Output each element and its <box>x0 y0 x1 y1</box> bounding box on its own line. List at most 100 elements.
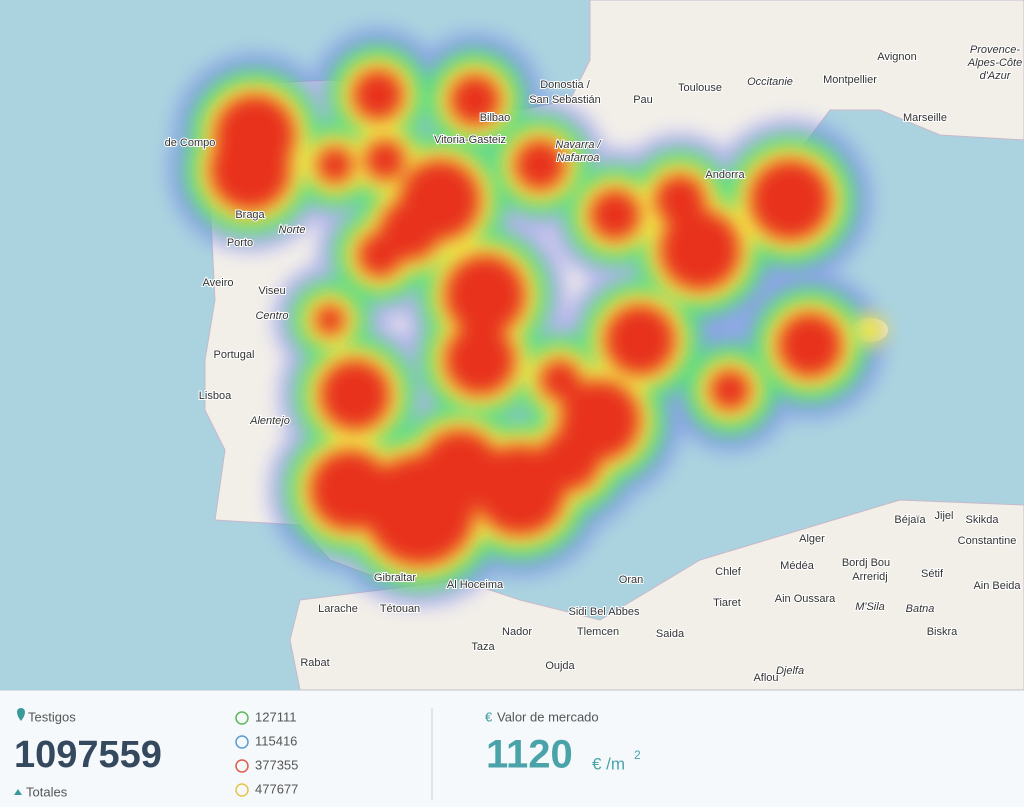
place-label: Taza <box>471 641 495 653</box>
place-label: Médéa <box>780 560 815 572</box>
place-label: Viseu <box>258 285 285 297</box>
place-label: Ain Oussara <box>775 593 836 605</box>
place-label: Porto <box>227 237 253 249</box>
place-label: Larache <box>318 603 358 615</box>
place-label: Oujda <box>545 660 575 672</box>
mood-icon <box>235 711 249 725</box>
place-label: Vitoria-Gasteiz <box>434 134 506 146</box>
heat-spot <box>450 75 500 125</box>
heat-spot <box>605 305 675 375</box>
breakdown-value: 115416 <box>255 733 297 748</box>
place-label: Nafarroa <box>557 152 600 164</box>
place-label: Tiaret <box>713 597 741 609</box>
place-label: Andorra <box>705 169 745 181</box>
heat-spot <box>320 360 390 430</box>
place-label: Occitanie <box>747 76 793 88</box>
place-label: Alpes-Côte <box>967 57 1022 69</box>
map-labels: Donostia / San Sebastián Pau Toulouse Occita… <box>164 43 1024 685</box>
place-label: Saida <box>656 628 685 640</box>
market-label: Valor de mercado <box>497 709 599 724</box>
place-label: Norte <box>279 224 306 236</box>
place-label: Alentejo <box>249 415 290 427</box>
place-label: Bilbao <box>480 112 511 124</box>
heat-spot <box>750 160 830 240</box>
heat-spot <box>660 210 740 290</box>
place-label: Sidi Bel Abbes <box>569 606 640 618</box>
stats-panel <box>0 690 1024 807</box>
breakdown-value: 477677 <box>255 781 298 796</box>
pin-icon <box>17 708 25 721</box>
place-label: Sétif <box>921 568 944 580</box>
place-label: Braga <box>235 209 265 221</box>
place-label: Alger <box>799 533 825 545</box>
heat-spot <box>515 140 565 190</box>
heat-spot <box>854 314 886 346</box>
place-label: Lisboa <box>199 390 232 402</box>
place-label: Toulouse <box>678 82 722 94</box>
place-label: Rabat <box>300 657 329 669</box>
place-label: Constantine <box>958 535 1017 547</box>
caret-icon <box>14 789 22 795</box>
heat-spot <box>778 313 842 377</box>
place-label: Marseille <box>903 112 947 124</box>
place-label: Al Hoceima <box>447 579 504 591</box>
place-label: Donostia / <box>540 79 590 91</box>
place-label: Chlef <box>715 566 742 578</box>
place-label: Jijel <box>935 510 954 522</box>
unit-power: 2 <box>634 748 641 762</box>
place-label: Avignon <box>877 51 917 63</box>
heat-spot <box>540 430 600 490</box>
place-label: Gibraltar <box>374 572 417 584</box>
place-label: Ain Beida <box>973 580 1021 592</box>
heat-spot <box>380 200 440 260</box>
unit: € /m <box>592 754 625 773</box>
place-label: Montpellier <box>823 74 877 86</box>
place-label: Bordj Bou <box>842 557 890 569</box>
mood-icon <box>235 759 249 773</box>
heat-spot <box>655 175 705 225</box>
heatmap <box>168 28 886 607</box>
place-label: Batna <box>906 603 935 615</box>
place-label: Portugal <box>214 349 255 361</box>
place-label: Centro <box>255 310 288 322</box>
mood-icon <box>235 735 249 749</box>
heat-spot <box>210 130 290 210</box>
breakdown-value: 377355 <box>255 757 298 772</box>
heat-spot <box>317 147 353 183</box>
mood-icon <box>235 783 249 797</box>
place-label: Nador <box>502 626 532 638</box>
total: 1097559 <box>14 734 162 776</box>
heat-layer <box>854 314 886 346</box>
heat-spot <box>445 325 515 395</box>
breakdown: 127111 115416 377355 477677 <box>235 709 298 797</box>
place-label: M'Sila <box>855 601 885 613</box>
market-value: 1120 <box>486 733 573 777</box>
place-label: San Sebastián <box>529 94 601 106</box>
place-label: Biskra <box>927 626 958 638</box>
total-caption: Totales <box>26 784 68 799</box>
heat-spot <box>353 70 403 120</box>
market-icon: € <box>485 709 493 724</box>
place-label: Arreridj <box>852 571 887 583</box>
heat-spot <box>365 140 405 180</box>
place-label: Navarra / <box>555 139 601 151</box>
place-label: Aveiro <box>203 277 234 289</box>
heat-spot <box>420 430 500 510</box>
breakdown-value: 127111 <box>255 709 296 724</box>
heat-spot <box>540 360 580 400</box>
place-label: de Compo <box>165 137 216 149</box>
place-label: Skikda <box>965 514 999 526</box>
place-label: Aflou <box>753 672 778 684</box>
testigos-label: Testigos <box>28 709 76 724</box>
place-label: Pau <box>633 94 653 106</box>
place-label: Provence- <box>970 44 1020 56</box>
heat-spot <box>590 190 640 240</box>
place-label: Béjaïa <box>894 514 926 526</box>
place-label: Tlemcen <box>577 626 619 638</box>
place-label: Oran <box>619 574 643 586</box>
place-label: Tétouan <box>380 603 420 615</box>
heat-spot <box>710 370 750 410</box>
heat-layer <box>210 70 842 565</box>
heat-spot <box>445 255 525 335</box>
